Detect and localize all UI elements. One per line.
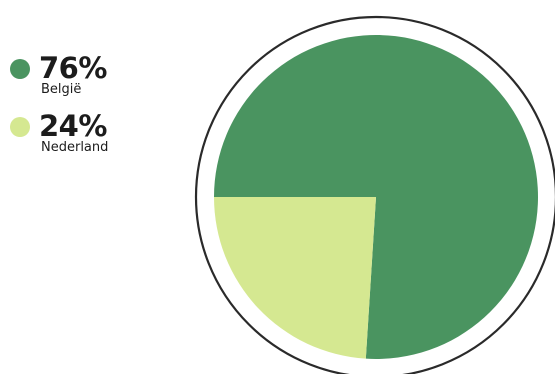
pie-slices <box>214 34 538 359</box>
legend-swatch-nederland <box>10 117 30 137</box>
legend-value-nederland: 24% <box>39 109 107 143</box>
legend-swatch-belgie <box>10 59 30 79</box>
legend-label-nederland: Nederland <box>41 140 109 155</box>
pie-slice-belgie <box>214 34 538 359</box>
legend-label-belgie: België <box>41 82 82 97</box>
legend-value-belgie: 76% <box>39 51 107 85</box>
pie-slice-nederland <box>214 197 376 359</box>
